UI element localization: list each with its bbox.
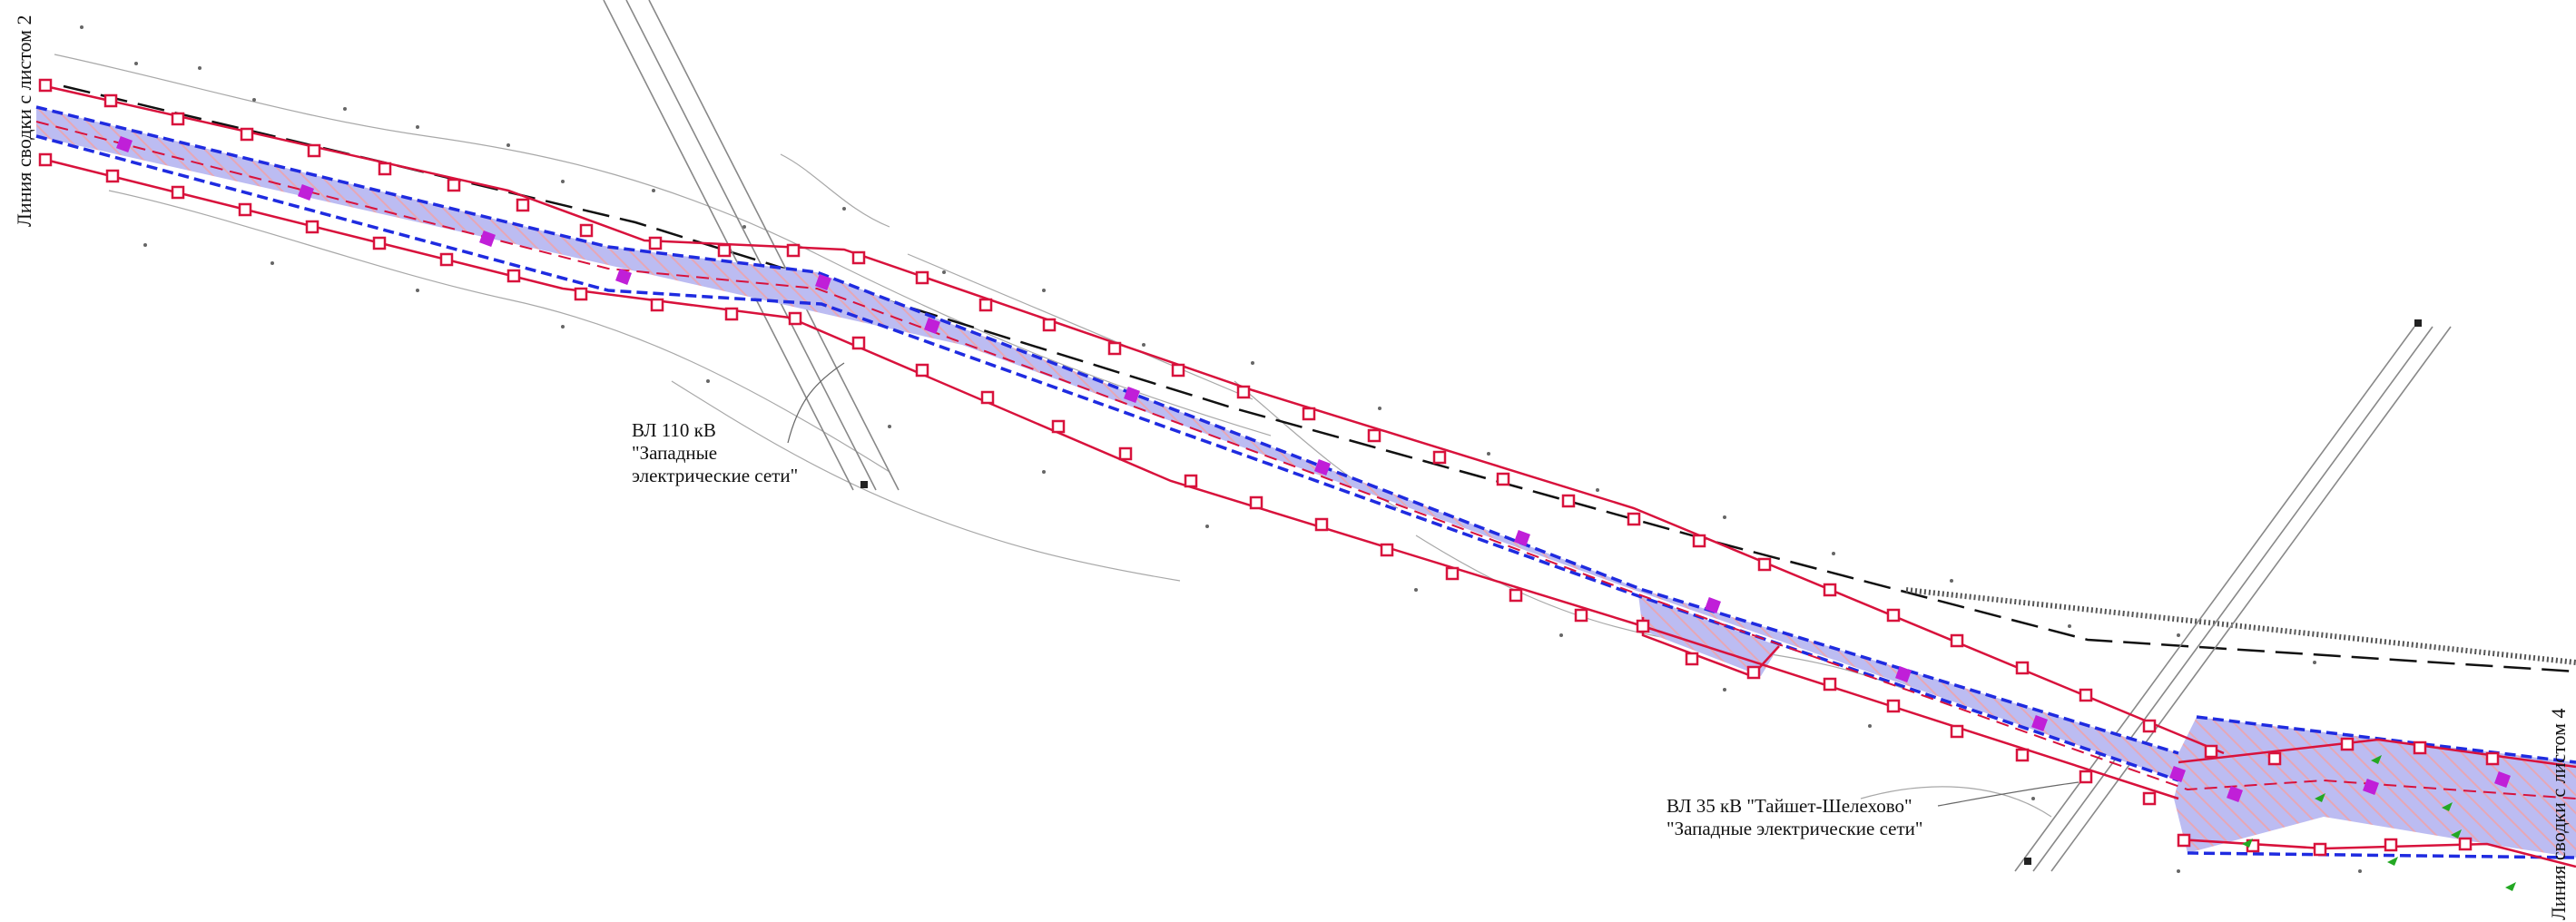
tree-icon — [2242, 755, 2516, 891]
sheet-link-left: Линия сводки с листом 2 — [13, 15, 35, 228]
pipe-marker-icon — [116, 136, 2511, 802]
contour-lines — [54, 54, 2052, 818]
vl35-owner: "Западные электрические сети" — [1667, 818, 1923, 839]
centerline — [35, 121, 2576, 799]
vl35-name: ВЛ 35 кВ "Тайшет-Шелехово" — [1667, 795, 1912, 817]
vl110-owner-line1: "Западные — [632, 442, 718, 464]
corridor-outline — [35, 105, 2576, 859]
railway-line — [63, 84, 2576, 673]
sheet-link-right: Линия сводки с листом 4 — [2547, 708, 2570, 921]
boundary-marker-icon — [38, 78, 2500, 857]
corridor-widening — [1638, 594, 1779, 676]
vl110-owner-line2: электрические сети" — [632, 465, 799, 486]
survey-points — [80, 25, 2362, 873]
tower-icon — [860, 319, 2422, 865]
vl110-name: ВЛ 110 кВ — [632, 419, 716, 441]
corridor-strip — [36, 107, 2576, 858]
vl110-label: ВЛ 110 кВ "Западные электрические сети" — [632, 419, 798, 487]
label-leaders — [787, 362, 2079, 807]
boundary-lines — [44, 84, 2576, 868]
vl35-label: ВЛ 35 кВ "Тайшет-Шелехово" "Западные эле… — [1667, 795, 1922, 840]
